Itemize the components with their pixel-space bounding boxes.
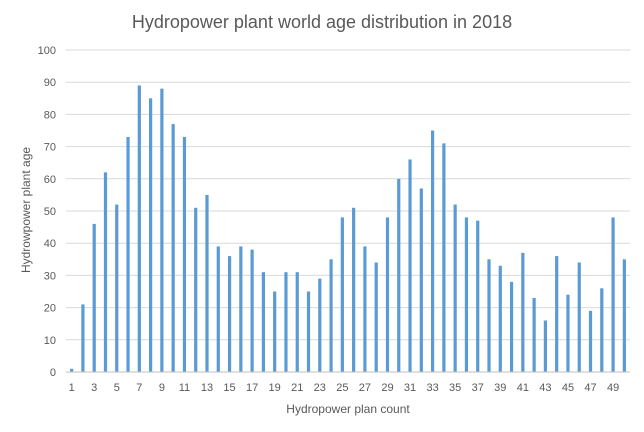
bar-5 <box>115 204 119 372</box>
bar-35 <box>453 204 457 372</box>
bar-15 <box>227 256 232 372</box>
bar-23 <box>318 278 322 372</box>
bar-42 <box>532 297 536 372</box>
bar-17 <box>250 249 254 372</box>
bar-6 <box>126 136 130 372</box>
bar-25 <box>340 217 344 372</box>
bar-1 <box>70 368 74 372</box>
bar-2 <box>81 304 85 372</box>
bar-12 <box>194 207 198 372</box>
y-tick-label: 90 <box>44 77 56 89</box>
x-tick-label: 27 <box>359 382 371 394</box>
bar-26 <box>352 207 356 372</box>
x-tick-label: 5 <box>114 382 120 394</box>
bar-18 <box>261 272 265 372</box>
x-tick-label: 41 <box>517 382 529 394</box>
x-axis-label: Hydropower plan count <box>286 402 410 416</box>
bar-40 <box>509 281 514 372</box>
y-axis-ticks: 0 10 20 30 40 50 60 70 80 90 100 <box>38 45 56 379</box>
bar-21 <box>295 272 299 372</box>
x-tick-label: 19 <box>269 382 281 394</box>
x-tick-label: 29 <box>381 382 393 394</box>
bar-19 <box>273 291 277 372</box>
x-tick-label: 45 <box>562 382 574 394</box>
bar-10 <box>171 124 175 372</box>
bar-50 <box>622 259 626 372</box>
bar-36 <box>464 217 469 372</box>
x-tick-label: 11 <box>179 382 190 394</box>
x-tick-label: 43 <box>539 382 551 394</box>
chart-title: Hydropower plant world age distribution … <box>132 12 512 32</box>
x-tick-label: 13 <box>201 382 213 394</box>
bar-8 <box>149 98 153 373</box>
bar-28 <box>374 262 378 372</box>
y-axis-label: Hydrowpower plant age <box>19 147 33 273</box>
x-tick-label: 15 <box>223 382 235 394</box>
x-tick-label: 25 <box>336 382 348 394</box>
bar-37 <box>476 220 480 372</box>
x-tick-label: 9 <box>159 382 165 394</box>
bar-38 <box>487 259 491 372</box>
x-tick-label: 7 <box>136 382 142 394</box>
bar-47 <box>588 310 593 372</box>
bar-7 <box>137 85 141 373</box>
x-tick-label: 35 <box>449 382 461 394</box>
x-tick-label: 47 <box>584 382 596 394</box>
bar-33 <box>431 130 435 372</box>
bar-43 <box>543 320 547 372</box>
y-tick-label: 10 <box>44 335 56 347</box>
bar-9 <box>160 88 164 372</box>
x-tick-label: 33 <box>426 382 438 394</box>
x-tick-label: 3 <box>91 382 97 394</box>
y-tick-label: 20 <box>44 303 56 315</box>
y-tick-label: 100 <box>38 45 56 57</box>
x-axis-ticks: 1 3 5 7 9 11 13 15 17 19 21 23 25 27 29 31 33 35 37 39 41 43 4… <box>69 382 620 394</box>
bar-39 <box>498 265 502 372</box>
x-tick-label: 37 <box>472 382 484 394</box>
x-tick-label: 1 <box>69 382 75 394</box>
bar-16 <box>239 246 243 372</box>
bar-41 <box>521 252 525 372</box>
y-tick-label: 40 <box>44 238 56 250</box>
bar-45 <box>566 294 570 372</box>
bar-46 <box>577 262 581 372</box>
bar-31 <box>408 159 412 372</box>
y-tick-label: 30 <box>44 270 56 282</box>
bar-4 <box>103 172 108 372</box>
bar-24 <box>329 259 333 372</box>
x-tick-label: 39 <box>494 382 506 394</box>
y-tick-label: 80 <box>44 109 56 121</box>
y-tick-label: 50 <box>44 206 56 218</box>
y-tick-label: 0 <box>50 367 56 379</box>
bar-32 <box>419 188 423 372</box>
bar-48 <box>600 288 604 372</box>
bar-20 <box>284 272 288 372</box>
bar-34 <box>442 143 446 372</box>
y-tick-label: 70 <box>44 142 56 154</box>
bar-3 <box>92 223 96 372</box>
x-tick-label: 17 <box>246 382 258 394</box>
x-tick-label: 31 <box>404 382 416 394</box>
x-tick-label: 49 <box>607 382 619 394</box>
bar-13 <box>205 194 209 372</box>
bar-29 <box>385 217 390 372</box>
gridlines <box>66 49 630 341</box>
x-tick-label: 23 <box>314 382 326 394</box>
bar-49 <box>611 217 615 372</box>
bar-14 <box>216 246 220 372</box>
bar-11 <box>182 136 187 372</box>
y-tick-label: 60 <box>44 174 56 186</box>
bar-44 <box>555 256 559 372</box>
bar-22 <box>306 291 311 372</box>
bar-30 <box>397 178 401 372</box>
bars <box>70 85 626 373</box>
bar-27 <box>363 246 367 372</box>
x-tick-label: 21 <box>291 382 303 394</box>
